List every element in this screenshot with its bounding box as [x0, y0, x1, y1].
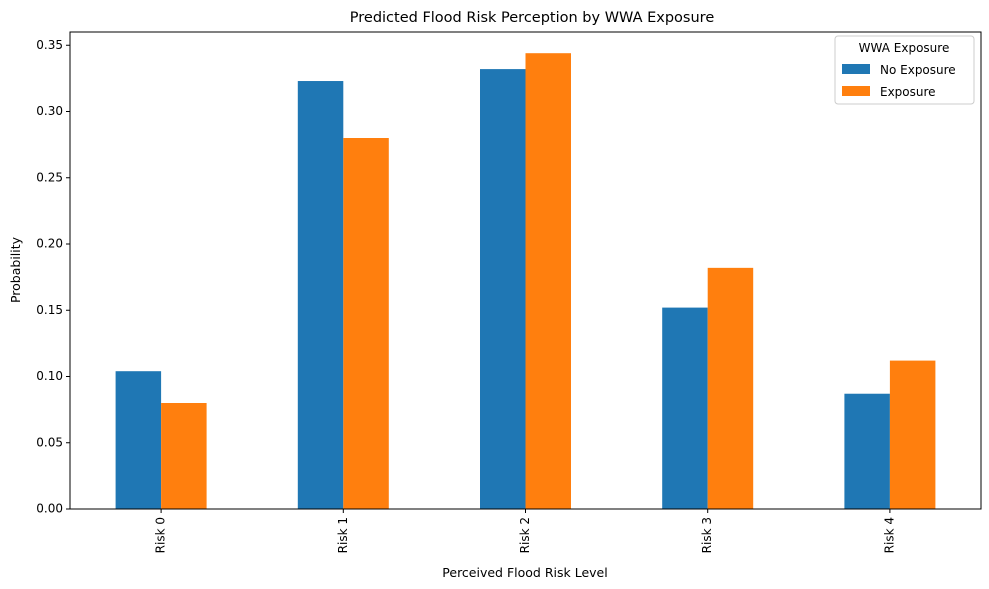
bar-exposure-risk-0 [161, 403, 207, 509]
y-tick-label: 0.00 [36, 502, 63, 516]
legend: WWA Exposure No Exposure Exposure [834, 35, 975, 105]
bar-no-exposure-risk-3 [662, 307, 708, 509]
legend-swatch-no-exposure [842, 64, 870, 74]
x-tick-label: Risk 2 [518, 517, 532, 553]
bar-no-exposure-risk-1 [297, 81, 344, 510]
x-tick-label: Risk 3 [700, 517, 714, 553]
bar-exposure-risk-3 [707, 267, 754, 509]
y-tick-label: 0.35 [36, 38, 63, 52]
chart-title: Predicted Flood Risk Perception by WWA E… [350, 10, 715, 26]
bar-exposure-risk-1 [343, 138, 389, 509]
bar-exposure-risk-4 [889, 360, 936, 509]
bar-no-exposure-risk-2 [480, 69, 526, 509]
x-tick-label: Risk 0 [154, 517, 168, 553]
plot-area [115, 53, 936, 510]
y-tick-label: 0.10 [36, 369, 63, 383]
y-tick-label: 0.25 [36, 170, 63, 184]
legend-title: WWA Exposure [859, 41, 950, 55]
y-tick-label: 0.15 [36, 303, 63, 317]
legend-label-no-exposure: No Exposure [880, 63, 956, 77]
y-tick-label: 0.05 [36, 435, 63, 449]
x-tick-label: Risk 4 [882, 517, 896, 553]
y-tick-label: 0.20 [36, 237, 63, 251]
bar-no-exposure-risk-0 [115, 371, 162, 509]
y-tick-label: 0.30 [36, 104, 63, 118]
x-axis-label: Perceived Flood Risk Level [442, 565, 607, 580]
x-tick-label: Risk 1 [336, 517, 350, 553]
y-axis-label: Probability [8, 236, 23, 303]
bar-no-exposure-risk-4 [844, 393, 890, 509]
bar-exposure-risk-2 [525, 53, 571, 509]
legend-label-exposure: Exposure [880, 85, 936, 99]
legend-swatch-exposure [842, 86, 870, 96]
